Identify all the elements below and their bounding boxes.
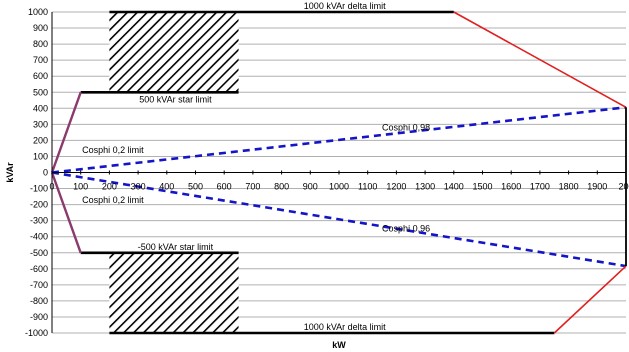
x-tick-label-1400: 1400 [444,182,464,192]
x-tick-label-0: 0 [49,182,54,192]
x-tick-label-1100: 1100 [358,182,377,192]
annotation-cosphi-0-2-limit-3: Cosphi 0,2 limit [82,145,144,155]
annotation-cosphi-0-96-5: Cosphi 0,96 [382,224,430,234]
x-tick-label-800: 800 [274,182,289,192]
y-tick-label-100: 100 [33,151,48,161]
y-tick-label-300: 300 [33,119,48,129]
y-tick-label-1000: 1000 [28,7,48,17]
y-axis-title: kVAr [5,162,15,183]
x-tick-label-1500: 1500 [472,182,492,192]
annotation-500-kvar-star-limit-6: -500 kVAr star limit [138,242,214,252]
y-tick-label-300: -300 [30,216,48,226]
y-tick-label-600: -600 [30,264,48,274]
annotation-500-kvar-star-limit-1: 500 kVAr star limit [139,94,212,104]
y-tick-label-800: -800 [30,296,48,306]
x-tick-label-1600: 1600 [501,182,521,192]
x-tick-label-500: 500 [188,182,203,192]
y-tick-label-900: 900 [33,23,48,33]
x-tick-label-1800: 1800 [559,182,579,192]
x-tick-label-1900: 1900 [587,182,607,192]
hatched-region-2 [109,252,239,333]
x-tick-label-2000: 200 [618,182,629,192]
x-tick-label-1300: 1300 [415,182,435,192]
x-tick-label-700: 700 [245,182,260,192]
x-tick-label-600: 600 [217,182,232,192]
x-tick-label-1200: 1200 [386,182,406,192]
y-tick-label-900: -900 [30,312,48,322]
x-tick-labels: 0 100 200 300 400 500 600 700 800 900 1000 1100 1200… [49,182,629,192]
series-line-cosphi-0-96-7 [51,171,627,268]
x-tick-label-1700: 1700 [530,182,550,192]
y-tick-label-0: 0 [43,168,48,178]
y-tick-label-700: 700 [33,55,48,65]
y-tick-label-100: -100 [30,184,48,194]
series-line-cosphi-0-2-limit-4 [50,91,82,173]
y-tick-label-400: 400 [33,103,48,113]
axes [51,12,627,333]
y-tick-label-700: -700 [30,280,48,290]
series-line-cosphi-0-98-6 [51,106,627,174]
x-tick-label-100: 100 [73,182,88,192]
annotations: 1000 kVAr delta limit 500 kVAr star limit… [82,1,430,332]
series-lines [50,10,627,335]
annotation-1000-kvar-delta-limit-0: 1000 kVAr delta limit [304,1,386,11]
y-tick-labels: 10009008007006005004003002001000-100-200… [25,7,48,338]
y-tick-label-1000: -1000 [25,328,48,338]
series-line-cosphi-0-2-limit-5 [50,172,82,254]
y-tick-label-500: 500 [33,87,48,97]
annotation-1000-kvar-delta-limit-7: 1000 kVAr delta limit [304,322,386,332]
x-tick-label-900: 900 [303,182,318,192]
y-tick-label-400: -400 [30,232,48,242]
x-tick-label-200: 200 [102,182,117,192]
y-tick-label-200: -200 [30,200,48,210]
annotation-cosphi-0-2-limit-4: Cosphi 0,2 limit [82,195,144,205]
series-line-boundary-8 [453,11,627,108]
x-tick-label-400: 400 [159,182,174,192]
y-tick-label-500: -500 [30,248,48,258]
series-line-boundary-9 [553,265,627,334]
annotation-cosphi-0-98-2: Cosphi 0,98 [382,123,430,133]
y-tick-label-200: 200 [33,135,48,145]
y-tick-label-600: 600 [33,71,48,81]
x-axis-title: kW [332,340,346,350]
x-tick-label-1000: 1000 [329,182,349,192]
x-tick-label-300: 300 [131,182,146,192]
hatched-region-1 [109,12,239,93]
y-tick-label-800: 800 [33,39,48,49]
hatched-regions [109,12,239,333]
